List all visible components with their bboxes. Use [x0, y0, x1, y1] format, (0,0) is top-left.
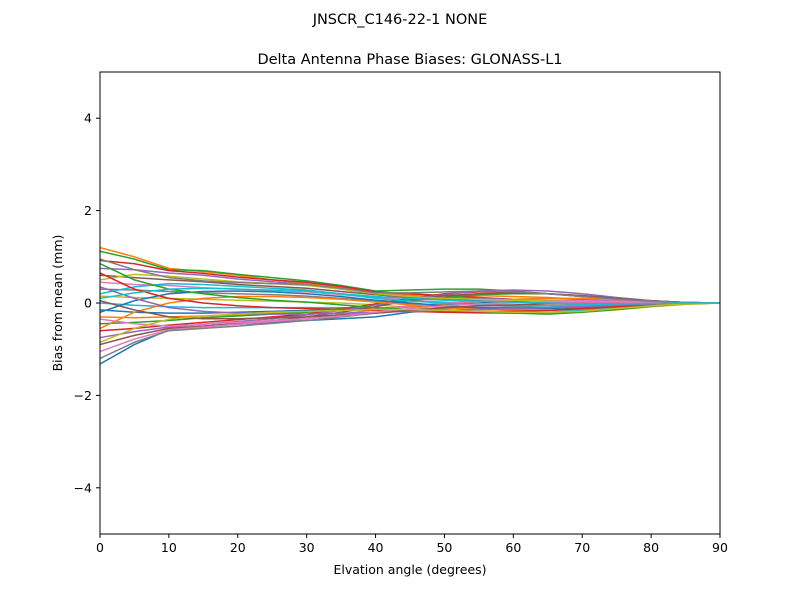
series-line-16 [100, 292, 720, 346]
series-layer [100, 246, 720, 365]
figure-suptitle: JNSCR_C146-22-1 NONE [312, 12, 488, 28]
x-tick-label: 50 [436, 540, 452, 555]
y-tick-label: 4 [84, 111, 92, 126]
x-tick-label: 30 [299, 540, 315, 555]
x-tick-label: 0 [96, 540, 104, 555]
x-tick-label: 70 [574, 540, 590, 555]
series-line-30 [100, 287, 720, 305]
y-tick-label: −2 [74, 388, 92, 403]
x-tick-label: 20 [230, 540, 246, 555]
y-axis-label: Bias from mean (mm) [50, 235, 65, 372]
series-line-25 [100, 286, 720, 315]
series-line-8 [100, 288, 720, 312]
y-tick-label: 2 [84, 203, 92, 218]
series-line-17 [100, 299, 720, 353]
series-line-28 [100, 258, 720, 304]
series-line-27 [100, 301, 720, 327]
y-axis: −4 −2 0 2 4 [74, 111, 100, 495]
x-tick-label: 40 [368, 540, 384, 555]
chart-title: Delta Antenna Phase Biases: GLONASS-L1 [257, 52, 562, 68]
x-tick-label: 80 [643, 540, 659, 555]
x-tick-label: 90 [712, 540, 728, 555]
y-tick-label: −4 [74, 480, 92, 495]
x-axis-label: Elvation angle (degrees) [333, 562, 486, 577]
x-tick-label: 60 [505, 540, 521, 555]
x-axis: 0 10 20 30 40 50 60 70 80 90 [96, 534, 728, 555]
x-tick-label: 10 [161, 540, 177, 555]
series-line-29 [100, 302, 720, 343]
series-line-26 [100, 299, 720, 320]
y-tick-label: 0 [84, 296, 92, 311]
